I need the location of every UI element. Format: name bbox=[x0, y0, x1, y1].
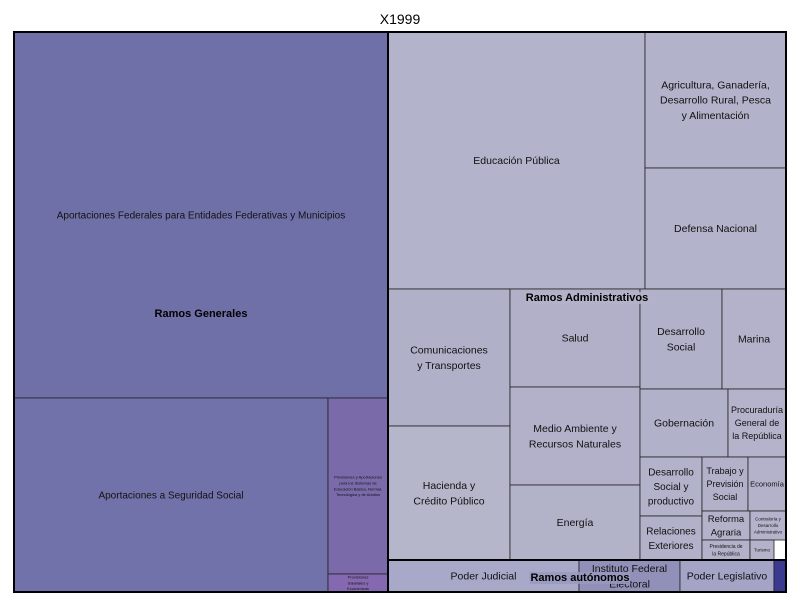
treemap-tile-energia bbox=[509, 484, 641, 561]
tile-label-agricultura-ganaderia-desarrollo-rural-pesca-y-alimentacion: Agricultura, Ganadería, Desarrollo Rural,… bbox=[660, 79, 771, 121]
tile-label-reforma-agraria: Reforma Agraria bbox=[708, 514, 745, 539]
treemap-tile-previsiones-y-aportaciones-para-los-sistemas-de-educacion-basica-normal-tecnologica-y-de-adultos bbox=[327, 397, 389, 575]
treemap-tile-educacion-publica bbox=[387, 31, 646, 290]
treemap-tile-economia bbox=[747, 456, 787, 512]
tile-label-salud: Salud bbox=[562, 333, 589, 345]
tile-label-poder-legislativo: Poder Legislativo bbox=[687, 571, 768, 583]
tile-label-economia: Economía bbox=[750, 480, 785, 489]
group-label-bg-ramos-generales bbox=[153, 308, 249, 320]
treemap-tile-desarrollo-social bbox=[639, 288, 723, 390]
treemap-tile-group-2-tile-3 bbox=[773, 559, 787, 593]
group-label-ramos-administrativos: Ramos Administrativos bbox=[526, 292, 648, 304]
tile-label-relaciones-exteriores: Relaciones Exteriores bbox=[646, 526, 695, 552]
treemap-tile-poder-legislativo bbox=[679, 559, 775, 593]
tile-label-previsiones-y-aportaciones-para-los-sistemas-de-educacion-basica-normal-tecnologica-y-de-adultos: Previsiones y Aportaciones para los Siste… bbox=[334, 475, 382, 497]
tile-label-aportaciones-federales-para-entidades-federativas-y-municipios: Aportaciones Federales para Entidades Fe… bbox=[57, 211, 346, 222]
treemap-tile-comunicaciones-y-transportes bbox=[387, 288, 511, 427]
group-label-bg-ramos-autonomos bbox=[529, 572, 631, 584]
tile-label-aportaciones-a-seguridad-social: Aportaciones a Seguridad Social bbox=[98, 491, 243, 502]
treemap-tile-relaciones-exteriores bbox=[639, 515, 703, 561]
tile-label-comunicaciones-y-transportes: Comunicaciones y Transportes bbox=[410, 345, 488, 372]
treemap-frame bbox=[13, 31, 787, 593]
tile-label-procuraduria-general-de-la-republica: Procuraduría General de la República bbox=[731, 405, 783, 441]
tile-label-gobernacion: Gobernación bbox=[654, 418, 714, 430]
treemap-tile-aportaciones-a-seguridad-social bbox=[13, 397, 329, 593]
group-label-bg-ramos-administrativos bbox=[524, 292, 650, 304]
tile-label-hacienda-y-credito-publico: Hacienda y Crédito Público bbox=[413, 480, 484, 507]
tile-label-energia: Energía bbox=[557, 517, 594, 529]
group-borders bbox=[13, 31, 787, 593]
treemap-tile-gobernacion bbox=[639, 388, 729, 458]
treemap-tile-contraloria-y-desarrollo-administrativo bbox=[749, 510, 787, 541]
tile-label-turismo: Turismo bbox=[754, 548, 771, 553]
treemap-tile-reforma-agraria bbox=[701, 510, 751, 541]
group-label-ramos-autonomos: Ramos autónomos bbox=[530, 572, 629, 584]
tile-label-medio-ambiente-y-recursos-naturales: Medio Ambiente y Recursos Naturales bbox=[529, 423, 621, 450]
treemap-tiles: Aportaciones Federales para Entidades Fe… bbox=[13, 31, 787, 593]
group-label-ramos-generales: Ramos Generales bbox=[155, 308, 248, 320]
tile-label-contraloria-y-desarrollo-administrativo: Contraloría y Desarrollo Administrativo bbox=[754, 517, 783, 535]
tile-label-defensa-nacional: Defensa Nacional bbox=[674, 223, 757, 235]
tile-label-presidencia-de-la-republica: Presidencia de la República bbox=[709, 544, 742, 557]
tile-label-marina: Marina bbox=[738, 334, 770, 346]
tile-label-provisiones-salariales-y-economicas: Provisiones Salariales y Económicas bbox=[347, 575, 369, 592]
chart-title: X1999 bbox=[380, 11, 421, 27]
tile-label-desarrollo-social: Desarrollo Social bbox=[657, 326, 705, 353]
group-labels: Ramos Generales Ramos Administrativos Ramo… bbox=[153, 292, 650, 584]
treemap-tile-aportaciones-federales-para-entidades-federativas-y-municipios bbox=[13, 31, 389, 399]
tile-label-educacion-publica: Educación Pública bbox=[473, 155, 560, 167]
treemap-tile-hacienda-y-credito-publico bbox=[387, 425, 511, 561]
treemap-tile-defensa-nacional bbox=[644, 167, 787, 290]
tile-label-desarrollo-social-y-productivo: Desarrollo Social y productivo bbox=[648, 468, 695, 508]
treemap-tile-medio-ambiente-y-recursos-naturales bbox=[509, 386, 641, 486]
tile-label-trabajo-y-prevision-social: Trabajo y Previsión Social bbox=[706, 466, 744, 502]
tile-label-poder-judicial: Poder Judicial bbox=[451, 571, 517, 583]
